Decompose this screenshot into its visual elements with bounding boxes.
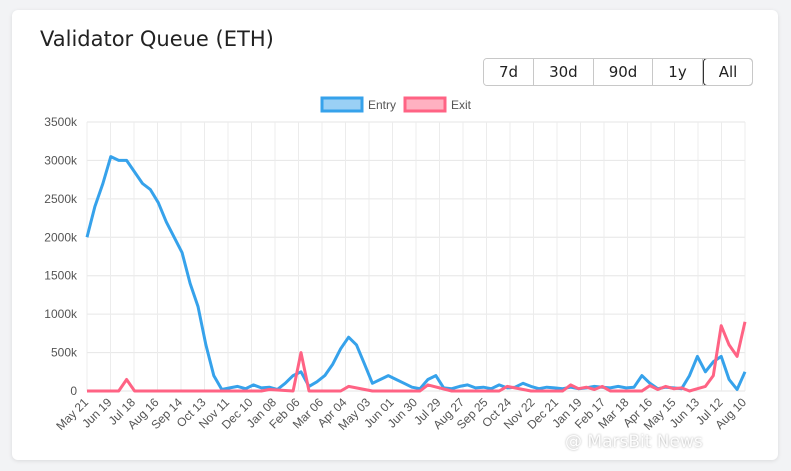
series-line-exit — [87, 321, 747, 393]
legend-swatch-entry — [320, 96, 364, 113]
range-selector: 7d 30d 90d 1y All — [483, 58, 754, 86]
range-button-1y[interactable]: 1y — [653, 59, 703, 85]
range-button-90d[interactable]: 90d — [593, 59, 654, 85]
y-tick-label: 3500k — [44, 115, 78, 129]
series-line-entry — [85, 155, 747, 391]
y-tick-label: 3000k — [44, 153, 78, 167]
y-tick-label: 2000k — [44, 230, 78, 244]
chart-title: Validator Queue (ETH) — [40, 27, 274, 51]
y-tick-label: 1000k — [44, 307, 78, 321]
range-button-30d[interactable]: 30d — [534, 59, 594, 85]
y-tick-label: 0 — [70, 384, 77, 398]
watermark-text: @ MarsBit News — [565, 432, 703, 452]
legend-label-exit: Exit — [451, 98, 472, 112]
y-tick-label: 1500k — [44, 269, 78, 283]
range-button-all[interactable]: All — [702, 59, 753, 85]
y-tick-label: 2500k — [44, 192, 78, 206]
range-button-7d[interactable]: 7d — [484, 59, 535, 85]
legend-label-entry: Entry — [368, 98, 396, 112]
legend-swatch-exit — [403, 96, 447, 113]
y-tick-label: 500k — [51, 346, 78, 360]
